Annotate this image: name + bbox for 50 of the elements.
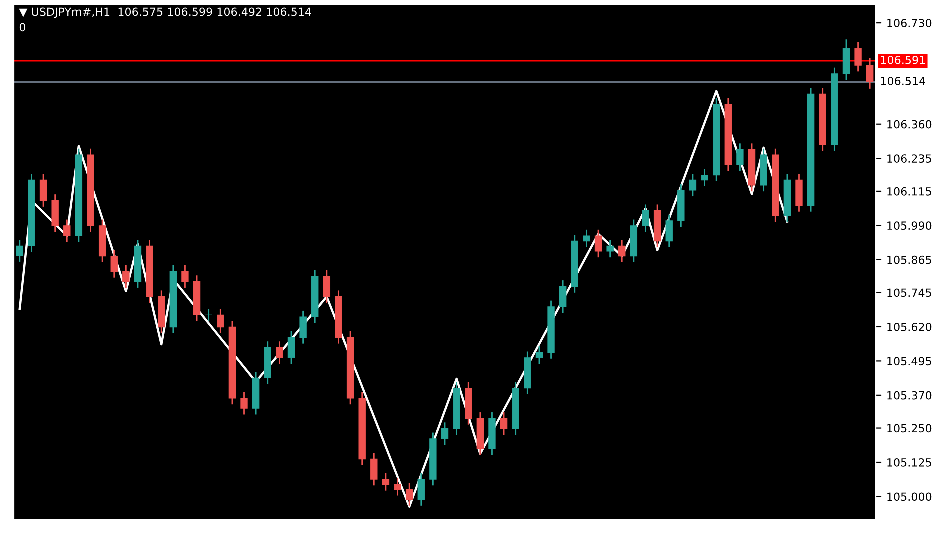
candlestick [370, 453, 378, 486]
candlestick [418, 473, 425, 506]
candlestick [382, 473, 390, 491]
candlestick [122, 266, 130, 288]
chart-title: ▼ USDJPYm#,H1 106.575 106.599 106.492 106.514 [19, 8, 312, 18]
y-tick-label: 105.495 [888, 357, 932, 366]
y-tick-label: 105.125 [888, 458, 932, 467]
candlestick [394, 478, 402, 496]
y-tick-label: 105.370 [888, 391, 932, 400]
candlestick [205, 309, 212, 322]
y-tick-label: 105.745 [888, 288, 932, 298]
candlestick [64, 220, 71, 242]
y-tick-label: 105.620 [888, 322, 932, 332]
candlestick [16, 240, 24, 262]
candlestick [300, 310, 307, 344]
candlestick [323, 270, 331, 304]
candlestick [583, 230, 590, 248]
candlestick [110, 250, 118, 278]
candlestick [217, 309, 224, 334]
candlestick [618, 240, 626, 263]
annotation: 0 [20, 23, 26, 32]
y-tick-label: 106.235 [888, 154, 932, 163]
candlestick [500, 412, 508, 435]
candlestick [40, 174, 48, 207]
y-tick-label: 105.990 [888, 222, 932, 230]
y-tick-label: 105.250 [888, 424, 932, 433]
candlestick [866, 58, 874, 89]
candlestick [606, 240, 614, 258]
candlestick [276, 342, 284, 364]
candlestick [594, 230, 602, 258]
y-tick-label: 106.115 [888, 187, 932, 196]
candlestick [854, 42, 862, 72]
candlestick [736, 144, 744, 172]
candlestick [666, 214, 673, 248]
y-tick-label: 106.730 [888, 19, 932, 28]
ref-line-label: 106.591 [881, 56, 926, 64]
ref-line-label: 106.514 [881, 77, 926, 86]
candlestick [701, 169, 708, 186]
y-tick-label: 106.360 [888, 120, 932, 129]
y-tick-label: 105.000 [888, 492, 932, 502]
y-tick-label: 105.865 [888, 256, 932, 264]
candlestick [182, 266, 189, 288]
candlestick [406, 483, 414, 506]
candlestick [536, 346, 544, 364]
candlestick [689, 174, 697, 197]
candlestick [441, 422, 449, 446]
candlestick [288, 331, 296, 364]
candlestick [240, 392, 248, 415]
candlestick [559, 280, 567, 314]
candlestick [642, 204, 650, 232]
